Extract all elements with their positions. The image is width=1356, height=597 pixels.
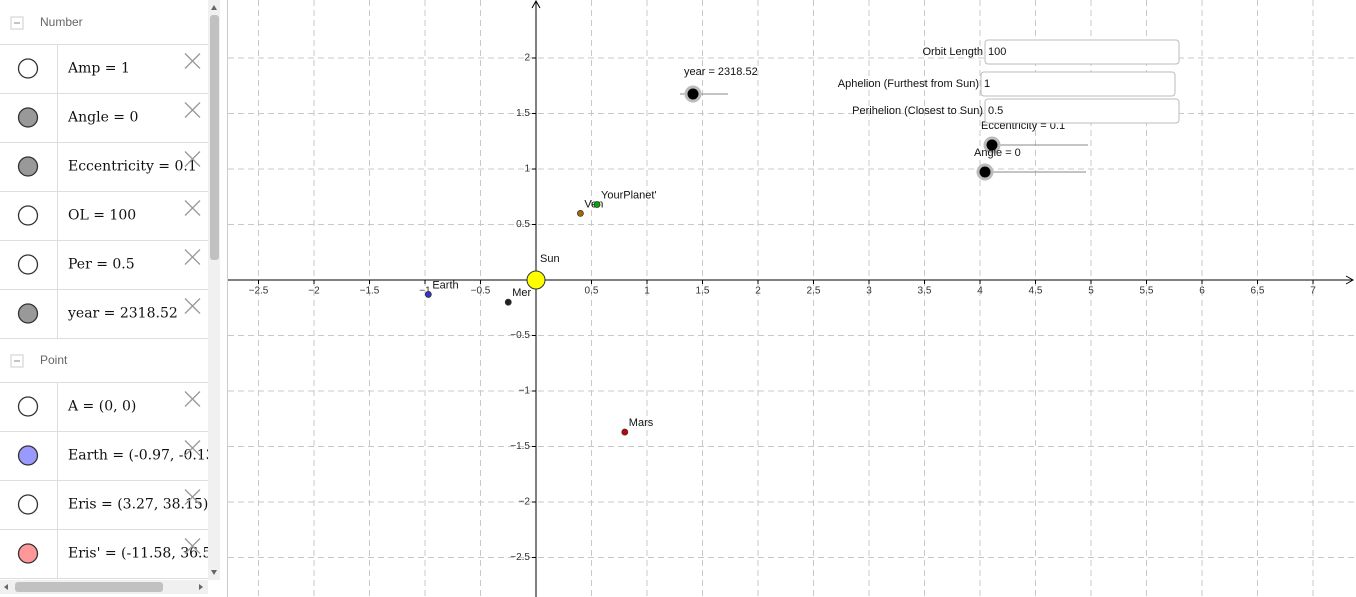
v-scroll-thumb[interactable] [210,15,219,260]
planet-point[interactable] [504,298,512,306]
input-label: Aphelion (Furthest from Sun) [838,78,979,90]
graphics-view[interactable]: −2.5 −2 −1.5 −1 −0.5 0.5 1 1.5 2 2.5 3 3.5 4 4.5 5 5.5 6… [228,0,1356,597]
section-title: Point [40,353,68,367]
algebra-item[interactable]: Amp = 1 [67,61,130,77]
algebra-item[interactable]: OL = 100 [68,208,136,224]
input-box[interactable] [980,71,1176,97]
y-tick-label: −1 [519,386,531,397]
x-tick-label: 6 [1199,286,1205,297]
algebra-item[interactable]: Eccentricity = 0.1 [68,159,197,175]
planet-point[interactable] [577,209,584,217]
sun[interactable] [526,270,546,290]
x-tick-label: 0.5 [585,286,599,297]
y-tick-label: 1 [524,164,530,175]
input-label: Perihelion (Closest to Sun) [852,105,983,117]
x-tick-label: −2.5 [249,286,269,297]
x-tick-label: 6.5 [1251,286,1265,297]
x-tick-label: 2 [755,286,761,297]
delete-button[interactable] [184,151,201,167]
x-axis-arrow [1345,275,1355,285]
point-label: YourPlanet' [601,189,657,201]
delete-button[interactable] [184,53,201,69]
delete-button[interactable] [184,391,201,407]
algebra-item[interactable]: A = (0, 0) [67,399,136,415]
algebra-panel [0,0,228,597]
y-tick-label: 2 [524,53,530,64]
visibility-toggle[interactable] [17,205,39,226]
x-tick-label: 7 [1310,286,1316,297]
input-value[interactable]: 100 [988,46,1006,58]
input-value[interactable]: 1 [984,78,990,90]
planet-point[interactable] [424,291,432,298]
scroll-up[interactable] [211,5,217,10]
y-tick-label: −1.5 [510,441,530,452]
x-tick-label: 1.5 [696,286,710,297]
y-tick-label: −0.5 [510,330,530,341]
y-tick-label: 1.5 [516,108,530,119]
algebra-item[interactable]: year = 2318.52 [67,306,178,322]
input-label: Orbit Length [922,46,983,58]
x-tick-label: −1.5 [360,286,380,297]
point-label: Earth [432,279,458,291]
point-label: Sun [540,253,560,265]
y-tick-label: −2.5 [510,552,530,563]
x-tick-label: 5 [1088,286,1094,297]
x-tick-label: −2 [308,286,320,297]
x-tick-label: −1 [419,286,431,297]
delete-button[interactable] [184,298,201,314]
visibility-toggle[interactable] [17,58,39,79]
scroll-right[interactable] [199,584,203,590]
x-tick-label: 4.5 [1029,286,1043,297]
planet-point[interactable] [593,201,601,208]
x-tick-label: 2.5 [807,286,821,297]
x-tick-label: 5.5 [1140,286,1154,297]
visibility-toggle[interactable] [17,543,39,564]
slider-knob[interactable] [979,166,991,178]
input-box[interactable] [984,98,1180,124]
slider-label: year = 2318.52 [684,66,758,78]
x-tick-label: −0.5 [471,286,491,297]
x-tick-label: 3.5 [918,286,932,297]
scroll-left[interactable] [4,584,8,590]
y-tick-label: 0.5 [516,219,530,230]
visibility-toggle[interactable] [17,494,39,515]
visibility-toggle[interactable] [17,303,39,324]
visibility-toggle[interactable] [17,254,39,275]
x-tick-label: 4 [977,286,983,297]
point-label: Mer [512,287,531,299]
delete-button[interactable] [184,249,201,265]
y-axis-arrow [531,0,541,9]
delete-button[interactable] [184,200,201,216]
visibility-toggle[interactable] [17,156,39,177]
visibility-toggle[interactable] [17,107,39,128]
h-scroll-thumb[interactable] [15,582,163,592]
section-title: Number [40,15,83,29]
input-value[interactable]: 0.5 [988,105,1003,117]
slider-knob[interactable] [687,88,699,100]
point-label: Mars [629,417,654,429]
x-tick-label: 3 [866,286,872,297]
scroll-down[interactable] [211,570,217,575]
x-tick-label: 1 [644,286,650,297]
slider-label: Angle = 0 [974,147,1021,159]
delete-button[interactable] [184,440,201,456]
delete-button[interactable] [184,538,201,554]
delete-button[interactable] [184,489,201,505]
input-box[interactable] [984,39,1180,65]
algebra-item[interactable]: Angle = 0 [67,110,138,126]
algebra-list: Number Amp = 1 Angle = 0 Eccentricity = 0.1… [0,15,220,579]
algebra-item[interactable]: Eris = (3.27, 38.15) [68,497,208,513]
y-tick-label: −2 [519,497,531,508]
algebra-item[interactable]: Earth = (-0.97, -0.13) [68,448,220,464]
planet-point[interactable] [621,428,629,436]
algebra-item[interactable]: Per = 0.5 [68,257,135,273]
delete-button[interactable] [184,102,201,118]
visibility-toggle[interactable] [17,396,39,417]
visibility-toggle[interactable] [17,445,39,466]
algebra-item[interactable]: Eris' = (-11.58, 36.5) [68,546,217,562]
slider-knob[interactable] [986,139,998,151]
